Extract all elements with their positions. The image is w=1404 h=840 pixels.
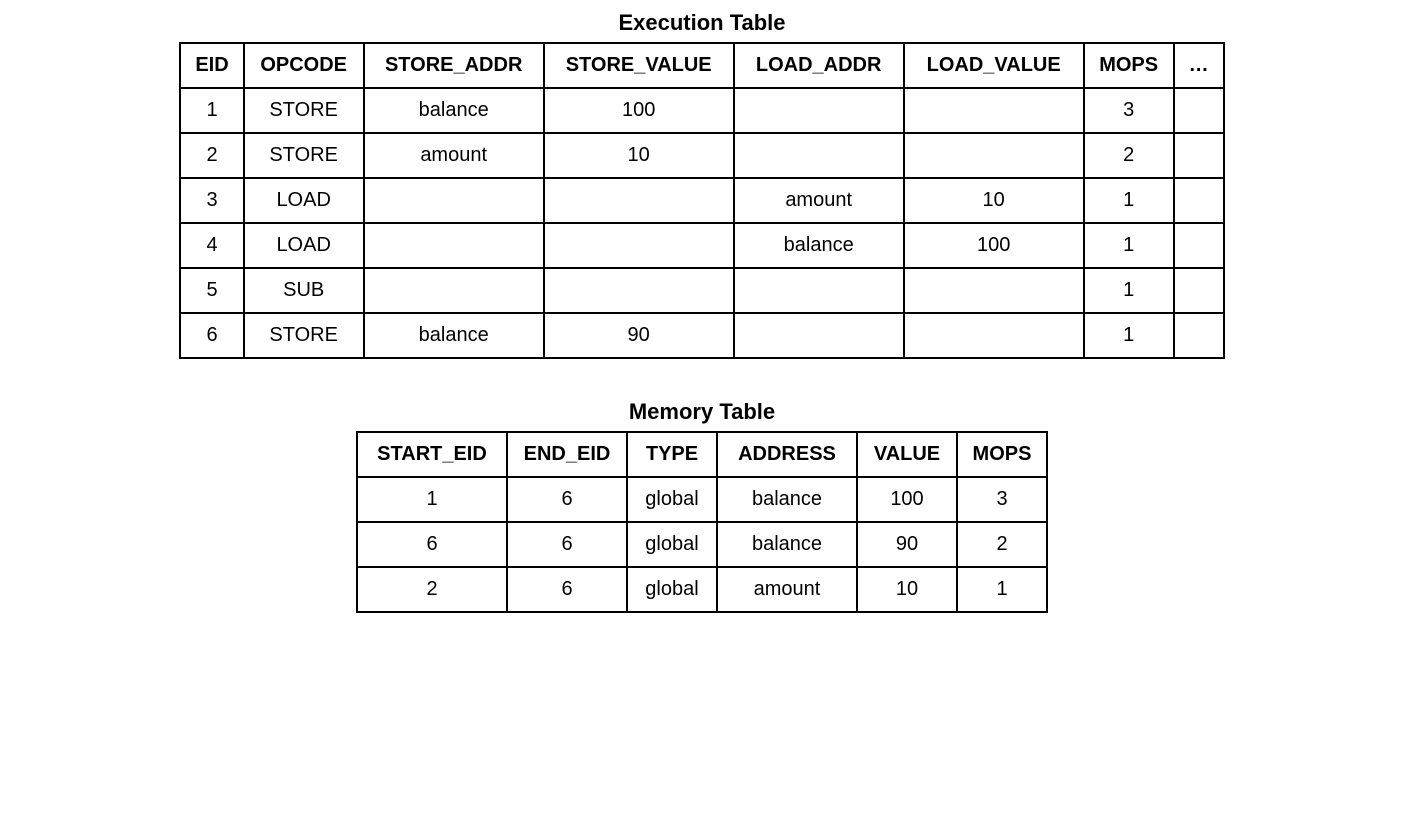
cell <box>1174 133 1224 178</box>
cell: 90 <box>544 313 734 358</box>
cell: 1 <box>1084 313 1174 358</box>
cell: STORE <box>244 133 364 178</box>
cell: 2 <box>180 133 243 178</box>
col-header: ADDRESS <box>717 432 857 477</box>
cell: 90 <box>857 522 957 567</box>
execution-table-section: Execution Table EID OPCODE STORE_ADDR ST… <box>0 10 1404 359</box>
cell: 1 <box>1084 268 1174 313</box>
cell <box>904 133 1084 178</box>
cell <box>364 223 544 268</box>
cell: 3 <box>180 178 243 223</box>
memory-table-section: Memory Table START_EID END_EID TYPE ADDR… <box>0 399 1404 613</box>
cell: STORE <box>244 88 364 133</box>
cell: balance <box>717 522 857 567</box>
cell: 2 <box>357 567 507 612</box>
table-row: 2 STORE amount 10 2 <box>180 133 1223 178</box>
cell: global <box>627 477 717 522</box>
cell: LOAD <box>244 178 364 223</box>
col-header: EID <box>180 43 243 88</box>
cell: 5 <box>180 268 243 313</box>
table-row: 6 STORE balance 90 1 <box>180 313 1223 358</box>
table-row: 1 STORE balance 100 3 <box>180 88 1223 133</box>
cell: 100 <box>904 223 1084 268</box>
col-header: STORE_VALUE <box>544 43 734 88</box>
cell <box>544 178 734 223</box>
table-header-row: START_EID END_EID TYPE ADDRESS VALUE MOP… <box>357 432 1047 477</box>
cell: 6 <box>507 522 627 567</box>
cell <box>1174 223 1224 268</box>
cell: SUB <box>244 268 364 313</box>
cell: 100 <box>857 477 957 522</box>
table-row: 2 6 global amount 10 1 <box>357 567 1047 612</box>
cell: amount <box>734 178 904 223</box>
cell <box>904 268 1084 313</box>
memory-table-title: Memory Table <box>629 399 775 425</box>
table-row: 3 LOAD amount 10 1 <box>180 178 1223 223</box>
cell: 1 <box>180 88 243 133</box>
table-header-row: EID OPCODE STORE_ADDR STORE_VALUE LOAD_A… <box>180 43 1223 88</box>
table-row: 6 6 global balance 90 2 <box>357 522 1047 567</box>
col-header: STORE_ADDR <box>364 43 544 88</box>
cell: amount <box>364 133 544 178</box>
col-header: LOAD_VALUE <box>904 43 1084 88</box>
cell: LOAD <box>244 223 364 268</box>
cell <box>904 88 1084 133</box>
cell: amount <box>717 567 857 612</box>
cell: global <box>627 522 717 567</box>
memory-table-body: 1 6 global balance 100 3 6 6 global bala… <box>357 477 1047 612</box>
cell: 6 <box>357 522 507 567</box>
cell: 10 <box>904 178 1084 223</box>
col-header: TYPE <box>627 432 717 477</box>
cell: 4 <box>180 223 243 268</box>
col-header: END_EID <box>507 432 627 477</box>
cell <box>364 178 544 223</box>
cell: 10 <box>857 567 957 612</box>
cell <box>1174 313 1224 358</box>
cell: 3 <box>1084 88 1174 133</box>
table-row: 1 6 global balance 100 3 <box>357 477 1047 522</box>
cell: balance <box>364 88 544 133</box>
cell: balance <box>364 313 544 358</box>
cell <box>364 268 544 313</box>
cell: global <box>627 567 717 612</box>
cell: 2 <box>1084 133 1174 178</box>
col-header: … <box>1174 43 1224 88</box>
cell <box>734 313 904 358</box>
col-header: MOPS <box>1084 43 1174 88</box>
cell: 6 <box>180 313 243 358</box>
cell <box>734 133 904 178</box>
cell: 1 <box>357 477 507 522</box>
cell <box>544 268 734 313</box>
cell: STORE <box>244 313 364 358</box>
cell <box>734 268 904 313</box>
cell: 2 <box>957 522 1047 567</box>
cell <box>1174 178 1224 223</box>
cell <box>544 223 734 268</box>
table-row: 5 SUB 1 <box>180 268 1223 313</box>
cell: 1 <box>1084 223 1174 268</box>
execution-table: EID OPCODE STORE_ADDR STORE_VALUE LOAD_A… <box>179 42 1224 359</box>
cell: 100 <box>544 88 734 133</box>
table-row: 4 LOAD balance 100 1 <box>180 223 1223 268</box>
cell <box>1174 88 1224 133</box>
col-header: LOAD_ADDR <box>734 43 904 88</box>
cell: 1 <box>957 567 1047 612</box>
cell: 10 <box>544 133 734 178</box>
cell: balance <box>734 223 904 268</box>
col-header: VALUE <box>857 432 957 477</box>
memory-table: START_EID END_EID TYPE ADDRESS VALUE MOP… <box>356 431 1048 613</box>
col-header: MOPS <box>957 432 1047 477</box>
cell: 3 <box>957 477 1047 522</box>
cell <box>904 313 1084 358</box>
cell: 6 <box>507 477 627 522</box>
cell: balance <box>717 477 857 522</box>
cell: 1 <box>1084 178 1174 223</box>
execution-table-title: Execution Table <box>618 10 785 36</box>
col-header: START_EID <box>357 432 507 477</box>
cell <box>734 88 904 133</box>
cell: 6 <box>507 567 627 612</box>
cell <box>1174 268 1224 313</box>
col-header: OPCODE <box>244 43 364 88</box>
execution-table-body: 1 STORE balance 100 3 2 STORE amount 10 … <box>180 88 1223 358</box>
